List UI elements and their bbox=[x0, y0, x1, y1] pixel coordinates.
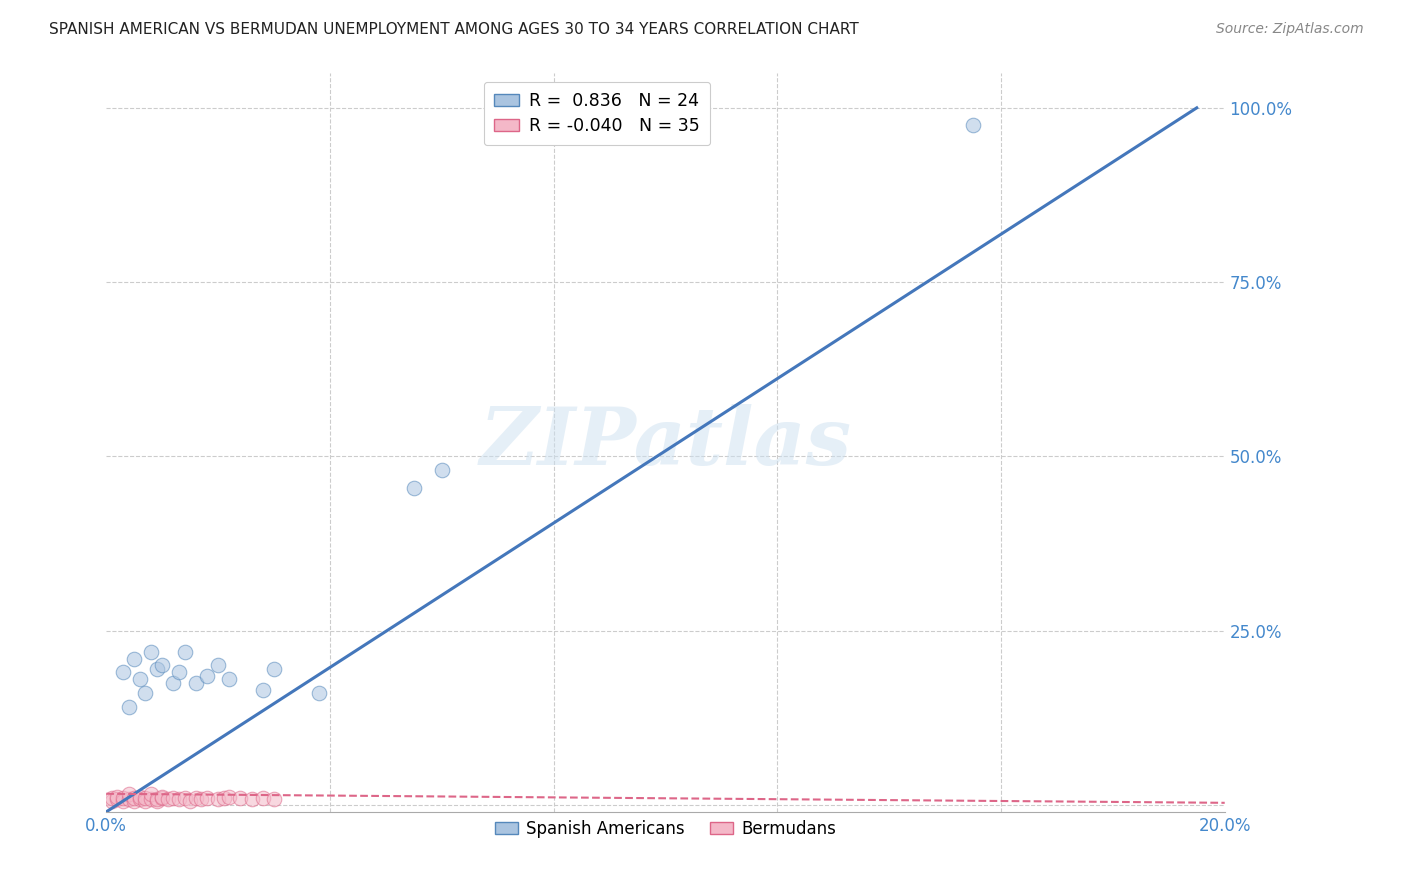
Point bbox=[145, 662, 167, 676]
Point bbox=[128, 673, 150, 687]
Point bbox=[150, 789, 173, 804]
Point bbox=[179, 794, 201, 808]
Point bbox=[207, 792, 229, 806]
Point bbox=[212, 791, 235, 805]
Point bbox=[111, 791, 134, 805]
Point bbox=[122, 791, 145, 805]
Point bbox=[240, 792, 263, 806]
Point bbox=[190, 792, 212, 806]
Text: Source: ZipAtlas.com: Source: ZipAtlas.com bbox=[1216, 22, 1364, 37]
Point bbox=[101, 794, 124, 808]
Point bbox=[207, 658, 229, 673]
Text: SPANISH AMERICAN VS BERMUDAN UNEMPLOYMENT AMONG AGES 30 TO 34 YEARS CORRELATION : SPANISH AMERICAN VS BERMUDAN UNEMPLOYMEN… bbox=[49, 22, 859, 37]
Point bbox=[134, 794, 156, 808]
Point bbox=[145, 794, 167, 808]
Point bbox=[150, 791, 173, 805]
Point bbox=[139, 788, 162, 802]
Point bbox=[308, 686, 330, 700]
Point bbox=[134, 686, 156, 700]
Point bbox=[139, 644, 162, 658]
Legend: Spanish Americans, Bermudans: Spanish Americans, Bermudans bbox=[488, 813, 844, 844]
Point bbox=[184, 791, 207, 805]
Point bbox=[128, 792, 150, 806]
Text: ZIPatlas: ZIPatlas bbox=[479, 404, 852, 481]
Point bbox=[167, 665, 190, 680]
Point bbox=[263, 792, 285, 806]
Point bbox=[252, 791, 274, 805]
Point bbox=[195, 669, 218, 683]
Point bbox=[229, 791, 252, 805]
Point bbox=[184, 676, 207, 690]
Point bbox=[101, 791, 124, 805]
Point bbox=[218, 789, 240, 804]
Point bbox=[402, 481, 425, 495]
Point bbox=[117, 792, 139, 806]
Point bbox=[122, 651, 145, 665]
Point bbox=[122, 794, 145, 808]
Point bbox=[134, 791, 156, 805]
Point bbox=[162, 791, 184, 805]
Point bbox=[117, 700, 139, 714]
Point bbox=[107, 792, 129, 806]
Point bbox=[111, 794, 134, 808]
Point bbox=[173, 644, 195, 658]
Point bbox=[145, 792, 167, 806]
Point bbox=[167, 792, 190, 806]
Point bbox=[430, 463, 453, 477]
Point bbox=[263, 662, 285, 676]
Point bbox=[107, 789, 129, 804]
Point bbox=[162, 676, 184, 690]
Point bbox=[252, 682, 274, 697]
Point bbox=[128, 789, 150, 804]
Point bbox=[117, 788, 139, 802]
Point bbox=[150, 658, 173, 673]
Point bbox=[962, 118, 984, 132]
Point bbox=[195, 791, 218, 805]
Point bbox=[156, 792, 179, 806]
Point bbox=[173, 791, 195, 805]
Point bbox=[218, 673, 240, 687]
Point bbox=[111, 665, 134, 680]
Point bbox=[139, 792, 162, 806]
